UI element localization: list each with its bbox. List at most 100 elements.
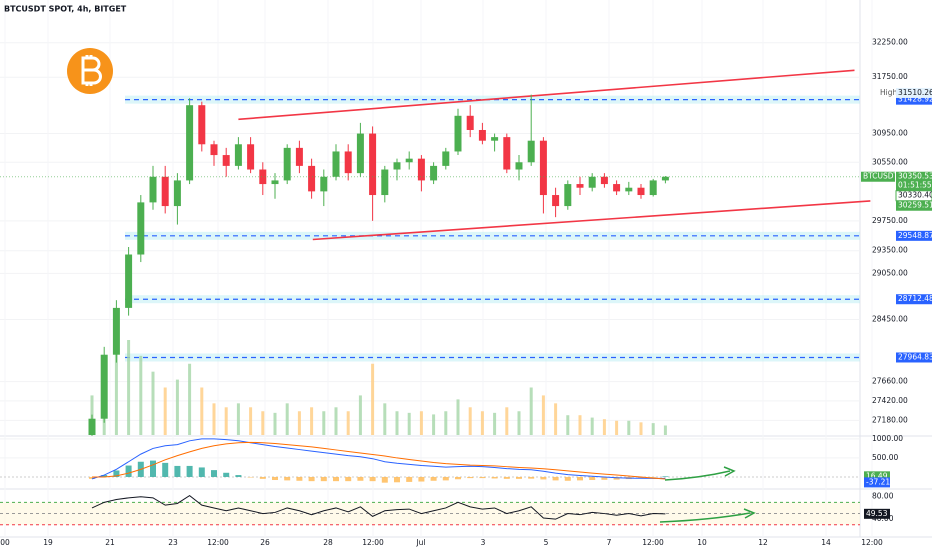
volume-bar xyxy=(285,403,289,435)
x-tick-label: 12:00 xyxy=(861,538,883,547)
macd-histogram xyxy=(589,476,596,481)
level-label: 28712.48 xyxy=(898,294,932,303)
chart-title: BTCUSDT SPOT, 4h, BITGET xyxy=(4,5,127,14)
candle-body xyxy=(88,418,96,435)
macd-histogram xyxy=(418,476,425,482)
volume-bar xyxy=(554,403,558,435)
y-tick-label: 27420.00 xyxy=(872,396,908,405)
volume-bar xyxy=(663,425,667,435)
y-tick-label: 31750.00 xyxy=(872,72,908,81)
candle-body xyxy=(247,144,255,170)
volume-bar xyxy=(517,411,521,435)
level-zone xyxy=(125,295,860,304)
macd-histogram xyxy=(284,476,291,481)
candle-body xyxy=(576,184,584,188)
rsi-tick-label: 80.00 xyxy=(872,492,894,501)
y-tick-label: 29050.00 xyxy=(872,268,908,277)
price-tag-label: 30259.51 xyxy=(898,201,932,210)
candle-body xyxy=(466,115,474,130)
macd-histogram xyxy=(662,476,669,477)
annotation-arrow xyxy=(659,512,751,523)
candle-body xyxy=(649,180,657,196)
candle-body xyxy=(600,176,608,185)
candle-body xyxy=(186,105,194,181)
macd-histogram xyxy=(101,475,108,477)
candle-body xyxy=(332,151,340,177)
high-name: High xyxy=(880,88,897,97)
volume-bar xyxy=(407,412,411,435)
volume-bar xyxy=(188,363,192,435)
volume-bar xyxy=(261,411,265,435)
macd-histogram xyxy=(503,476,510,479)
candle-body xyxy=(478,129,486,141)
volume-bar xyxy=(602,419,606,435)
bitcoin-logo xyxy=(67,48,113,94)
volume-bar xyxy=(566,415,570,435)
x-tick-label: 7 xyxy=(607,538,612,547)
macd-line xyxy=(92,441,666,480)
y-tick-label: 30550.00 xyxy=(872,157,908,166)
volume-bar xyxy=(578,415,582,435)
volume-bar xyxy=(139,355,143,435)
macd-histogram xyxy=(186,465,193,477)
macd-tag xyxy=(864,471,890,482)
macd-tick-label: 500.00 xyxy=(872,453,898,462)
volume-bar xyxy=(456,399,460,435)
volume-bar xyxy=(615,420,619,435)
y-tick-label: 27180.00 xyxy=(872,415,908,424)
level-tag xyxy=(896,294,932,305)
candle-body xyxy=(539,140,547,196)
candle-body xyxy=(259,169,267,185)
volume-bar xyxy=(151,371,155,435)
macd-histogram xyxy=(516,476,522,479)
macd-histogram xyxy=(113,470,120,477)
macd-histogram xyxy=(491,476,498,479)
annotation-arrow-head xyxy=(723,466,736,477)
macd-tag-label: -37.21 xyxy=(866,477,890,486)
rsi-tag xyxy=(864,508,890,519)
volume-bar xyxy=(175,379,179,435)
candle-body xyxy=(320,176,328,192)
level-zone xyxy=(125,231,860,240)
x-tick-label: 12:00 xyxy=(207,538,229,547)
macd-histogram xyxy=(320,476,327,482)
volume-bar xyxy=(493,412,497,435)
volume-bar xyxy=(529,387,533,435)
candle-body xyxy=(100,354,108,419)
macd-histogram xyxy=(430,476,437,481)
candle-body xyxy=(295,147,303,166)
macd-histogram xyxy=(162,462,169,477)
macd-histogram xyxy=(455,476,461,480)
x-tick-label: 00 xyxy=(0,538,10,547)
volume-bar xyxy=(468,407,472,435)
y-tick-label: 29750.00 xyxy=(872,216,908,225)
macd-histogram xyxy=(394,476,400,483)
candle-body xyxy=(588,176,596,188)
volume-bar xyxy=(432,414,436,435)
y-tick-label: 28450.00 xyxy=(872,315,908,324)
volume-bar xyxy=(236,403,240,435)
volume-bar xyxy=(310,407,314,435)
candle-body xyxy=(137,202,145,255)
macd-tick-label: 1000.00 xyxy=(872,434,903,443)
volume-bar xyxy=(346,411,350,435)
macd-histogram xyxy=(552,476,559,481)
price-tag xyxy=(896,200,932,211)
volume-bar xyxy=(334,407,338,435)
x-tick-label: 12 xyxy=(758,538,768,547)
candle-body xyxy=(283,147,291,181)
candle-body xyxy=(173,180,181,207)
macd-histogram xyxy=(272,476,278,481)
x-tick-label: 12:00 xyxy=(362,538,384,547)
candle-body xyxy=(369,133,377,196)
macd-histogram xyxy=(174,465,181,477)
macd-histogram xyxy=(564,476,571,481)
volume-bar xyxy=(541,395,545,435)
candle-body xyxy=(661,176,669,181)
level-label: 31428.92 xyxy=(898,95,932,104)
last-tag xyxy=(896,171,932,191)
macd-histogram xyxy=(577,476,583,481)
macd-histogram xyxy=(223,472,230,477)
candle-body xyxy=(552,195,560,207)
